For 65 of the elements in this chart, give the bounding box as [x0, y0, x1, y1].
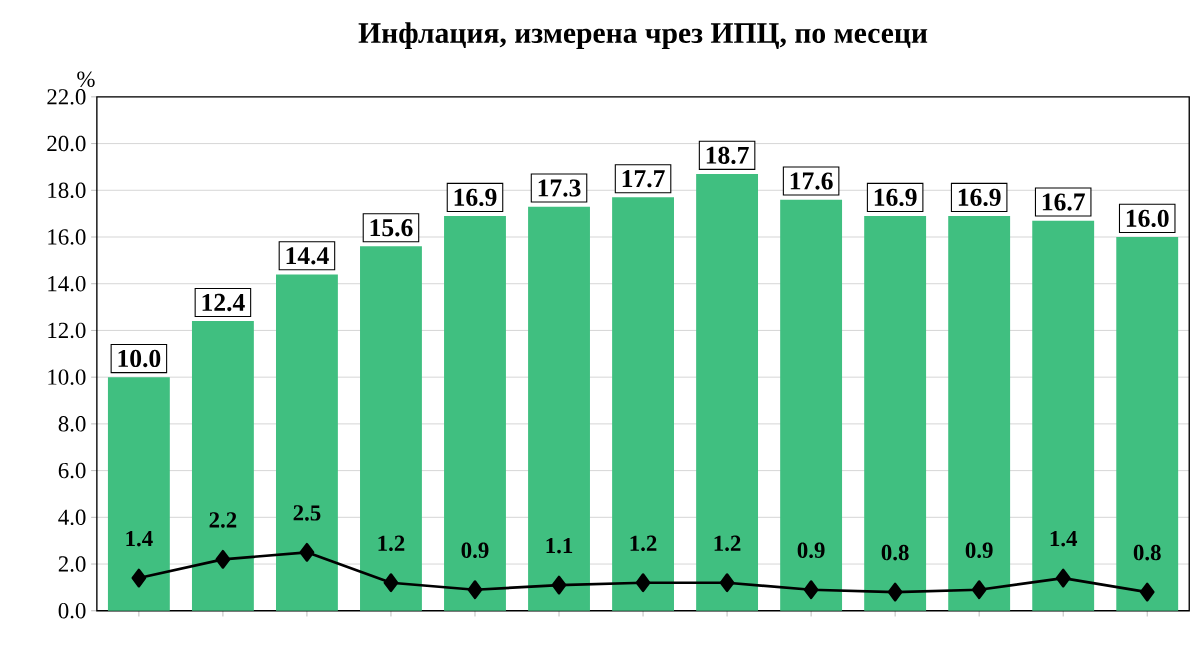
- y-tick-label: 18.0: [48, 182, 86, 198]
- y-tick-label: 20.0: [47, 135, 86, 152]
- point: [1055, 568, 1071, 588]
- y-tick-label: 4.0: [58, 509, 86, 525]
- data-label: 1.2: [378, 535, 405, 551]
- bar: [948, 215, 1011, 611]
- data-label: 1.2: [630, 535, 657, 551]
- point: [467, 580, 483, 599]
- data-label: 10.0: [118, 349, 161, 367]
- data-label: 0.8: [881, 544, 909, 561]
- data-label: 16.0: [1126, 209, 1169, 227]
- data-label: 0.9: [965, 542, 993, 558]
- bar: [191, 320, 254, 611]
- data-label: 16.7: [1042, 193, 1085, 211]
- data-label: 14.4: [286, 247, 329, 265]
- y-tick-label: 8.0: [58, 415, 86, 432]
- bar: [444, 215, 506, 611]
- y-tick-label: 2.0: [58, 556, 86, 572]
- point: [215, 549, 231, 569]
- data-label: 2.2: [209, 512, 237, 528]
- data-label: 16.9: [958, 188, 1001, 206]
- y-axis-title: %: [77, 71, 95, 87]
- y-tick-label: 10.0: [48, 369, 86, 385]
- bar: [360, 246, 422, 611]
- y-tick-label: 12.0: [48, 322, 86, 338]
- point: [551, 575, 567, 595]
- point: [887, 582, 903, 602]
- data-label: 1.4: [126, 530, 153, 547]
- data-label: 0.9: [797, 542, 825, 558]
- point: [131, 568, 147, 588]
- bar: [1032, 220, 1095, 611]
- data-label: 17.7: [622, 169, 665, 188]
- y-tick-label: 22.0: [47, 88, 86, 105]
- bar: [864, 215, 927, 611]
- point: [635, 573, 651, 592]
- bar: [780, 199, 843, 611]
- bar: [612, 197, 674, 611]
- data-label: 0.8: [1133, 544, 1161, 561]
- data-label: 16.9: [454, 188, 497, 206]
- data-label: 16.9: [874, 188, 917, 206]
- y-tick-label: 14.0: [48, 275, 86, 292]
- y-tick-label: 6.0: [58, 462, 86, 479]
- chart-title: Инфлация, измерена чрез ИПЦ, по месеци: [358, 22, 928, 49]
- point: [803, 580, 819, 599]
- bar: [528, 206, 590, 611]
- point: [299, 542, 315, 562]
- point: [971, 580, 987, 599]
- data-label: 1.4: [1050, 530, 1078, 547]
- bar: [696, 173, 759, 611]
- data-label: 1.2: [714, 535, 741, 551]
- y-tick-label: 16.0: [48, 229, 86, 245]
- data-label: 0.9: [461, 542, 489, 558]
- point: [1139, 582, 1155, 602]
- point: [719, 573, 735, 592]
- y-tick-label: 0.0: [58, 602, 86, 619]
- bar: [275, 274, 338, 611]
- point: [383, 573, 399, 592]
- data-label: 1.1: [546, 537, 573, 554]
- data-label: 12.4: [202, 293, 245, 311]
- bar: [1116, 236, 1179, 611]
- data-label: 17.6: [790, 172, 833, 190]
- data-label: 2.5: [293, 505, 321, 521]
- data-label: 18.7: [706, 146, 749, 164]
- data-label: 17.3: [538, 179, 581, 197]
- data-label: 15.6: [370, 218, 413, 237]
